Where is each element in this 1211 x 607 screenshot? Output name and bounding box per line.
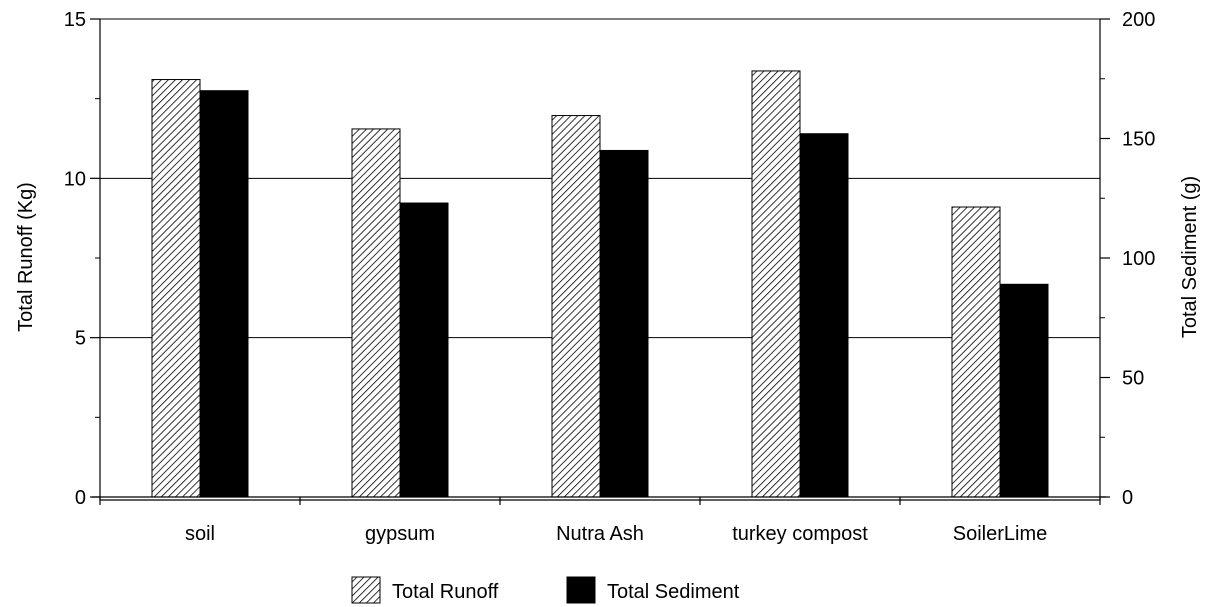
bar-total-sediment bbox=[799, 133, 849, 498]
y2-tick-label: 150 bbox=[1122, 129, 1155, 151]
bar-total-sediment bbox=[399, 202, 449, 498]
y-tick-label: 15 bbox=[64, 9, 86, 31]
legend-swatch-total-runoff bbox=[351, 576, 381, 604]
bar-total-runoff bbox=[151, 79, 201, 498]
x-tick-label: Nutra Ash bbox=[556, 523, 644, 545]
x-tick-label: turkey compost bbox=[732, 523, 868, 545]
legend-swatch-total-sediment bbox=[566, 576, 596, 604]
bars bbox=[151, 70, 1049, 498]
legend: Total Runoff Total Sediment bbox=[351, 576, 740, 604]
bar-total-runoff bbox=[751, 70, 801, 498]
bar-total-runoff bbox=[551, 115, 601, 498]
y2-axis-title: Total Sediment (g) bbox=[1179, 176, 1201, 338]
bar-total-runoff bbox=[351, 128, 401, 498]
bar-total-sediment bbox=[599, 149, 649, 498]
left-axis-ticks: 0 5 10 15 bbox=[64, 9, 100, 509]
bar-total-sediment bbox=[199, 90, 249, 498]
x-axis-ticks: soil gypsum Nutra Ash turkey compost SoilerL… bbox=[99, 497, 1101, 545]
y-tick-label: 0 bbox=[75, 487, 86, 509]
y2-tick-label: 50 bbox=[1122, 368, 1144, 390]
x-tick-label: soil bbox=[185, 523, 215, 545]
legend-label: Total Runoff bbox=[392, 581, 499, 603]
x-tick-label: gypsum bbox=[365, 523, 435, 545]
bar-total-sediment bbox=[999, 283, 1049, 498]
legend-label: Total Sediment bbox=[607, 581, 740, 603]
right-axis-ticks: 0 50 100 150 200 bbox=[1100, 9, 1155, 509]
y2-tick-label: 100 bbox=[1122, 248, 1155, 270]
y2-tick-label: 0 bbox=[1122, 487, 1133, 509]
y-axis-title: Total Runoff (Kg) bbox=[15, 182, 37, 332]
x-tick-label: SoilerLime bbox=[953, 523, 1047, 545]
y-tick-label: 10 bbox=[64, 168, 86, 190]
y-tick-label: 5 bbox=[75, 328, 86, 350]
bar-total-runoff bbox=[951, 206, 1001, 498]
y2-tick-label: 200 bbox=[1122, 9, 1155, 31]
